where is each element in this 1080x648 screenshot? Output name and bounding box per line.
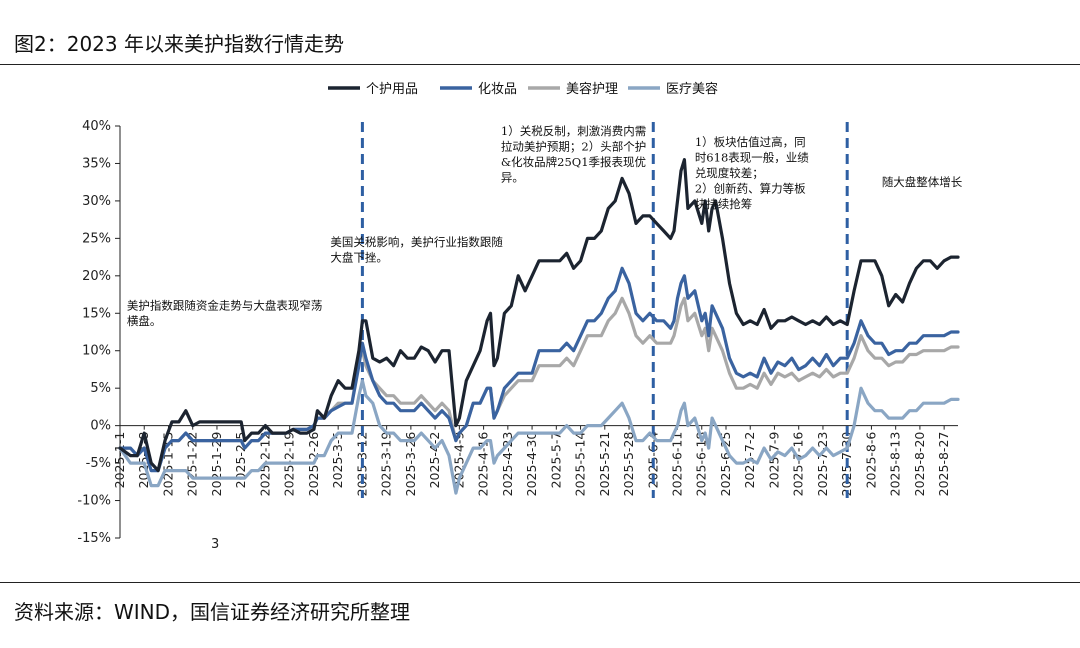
- y-tick-label: 0%: [90, 419, 111, 434]
- legend-label: 化妆品: [478, 82, 517, 97]
- y-tick-label: 20%: [82, 269, 111, 284]
- annotation-line: 块持续抢筹: [695, 197, 753, 211]
- y-tick-label: 30%: [82, 194, 111, 209]
- source-note: 资料来源：WIND，国信证券经济研究所整理: [14, 600, 411, 624]
- annotation-line: 时618表现一般，业绩: [695, 151, 809, 165]
- top-rule: [0, 64, 1080, 65]
- annotation-line: 2）创新药、算力等板: [695, 182, 806, 196]
- y-tick-label: -10%: [77, 494, 111, 509]
- x-tick-label: 2025-6-25: [718, 432, 733, 497]
- y-tick-label: 25%: [82, 231, 111, 246]
- x-tick-label: 2025-7-9: [766, 432, 781, 489]
- y-tick-label: 10%: [82, 344, 111, 359]
- figure-title: 图2：2023 年以来美护指数行情走势: [14, 32, 344, 56]
- x-tick-label: 2025-8-20: [912, 432, 927, 497]
- legend-label: 美容护理: [566, 81, 618, 97]
- y-tick-label: 15%: [82, 306, 111, 321]
- series-lines: [118, 158, 960, 495]
- annotation-line: 拉动美护预期；2）头部个护: [501, 139, 646, 153]
- series-line-0: [118, 158, 960, 473]
- annotation-line: 横盘。: [127, 314, 162, 328]
- x-tick-label: 2025-1-1: [112, 432, 127, 489]
- annotation-line: 随大盘整体增长: [882, 175, 963, 189]
- x-tick-label: 2025-1-22: [185, 432, 200, 497]
- x-tick-label: 2025-6-11: [670, 432, 685, 497]
- x-tick-label: 2025-7-23: [815, 432, 830, 497]
- y-tick-label: 40%: [82, 119, 111, 134]
- annotation-line: 1）板块估值过高，同: [695, 135, 806, 149]
- x-tick-label: 2025-1-29: [209, 432, 224, 497]
- legend-label: 医疗美容: [666, 81, 718, 97]
- legend-label: 个护用品: [366, 82, 418, 97]
- stray-label: 3: [211, 537, 219, 552]
- x-tick-label: 2025-3-26: [403, 432, 418, 497]
- x-tick-label: 2025-5-7: [548, 432, 563, 489]
- x-tick-label: 2025-7-16: [791, 432, 806, 497]
- annotation-line: 兑现度较差；: [695, 166, 764, 180]
- y-axis: 40% 35% 30% 25% 20% 15% 10% 5% 0% -5% -10% -15%: [77, 119, 121, 546]
- y-tick-label: 35%: [82, 156, 111, 171]
- annotation-line: 美国关税影响，美护行业指数跟随: [330, 235, 503, 249]
- annotation-line: 大盘下挫。: [330, 250, 388, 264]
- x-tick-label: 2025-6-18: [694, 432, 709, 497]
- x-tick-label: 2025-5-21: [597, 432, 612, 497]
- extra-labels: 3: [211, 537, 219, 552]
- x-tick-label: 2025-4-30: [524, 432, 539, 497]
- x-tick-label: 2025-8-13: [888, 432, 903, 497]
- series-line-3: [118, 379, 960, 495]
- y-tick-label: 5%: [90, 381, 111, 396]
- x-tick-label: 2025-8-6: [863, 432, 878, 489]
- x-tick-label: 2025-5-14: [573, 432, 588, 497]
- x-axis: 2025-1-1 2025-1-8 2025-1-15 2025-1-22 2025-1…: [112, 425, 958, 497]
- x-tick-label: 2025-8-27: [936, 432, 951, 497]
- y-tick-label: -5%: [86, 456, 111, 471]
- bottom-rule: [0, 582, 1080, 583]
- x-tick-label: 2025-3-19: [379, 432, 394, 497]
- x-tick-label: 2025-5-28: [621, 432, 636, 497]
- y-tick-label: -15%: [77, 531, 111, 546]
- legend: 个护用品 化妆品 美容护理 医疗美容: [328, 81, 718, 97]
- annotation-line: 异。: [501, 170, 524, 184]
- x-tick-label: 2025-3-5: [330, 432, 345, 489]
- annotation-line: 美护指数跟随资金走势与大盘表现窄荡: [127, 299, 323, 313]
- annotation-line: &化妆品牌25Q1季报表现优: [501, 155, 646, 169]
- annotation-line: 1）关税反制，刺激消费内需: [501, 124, 646, 138]
